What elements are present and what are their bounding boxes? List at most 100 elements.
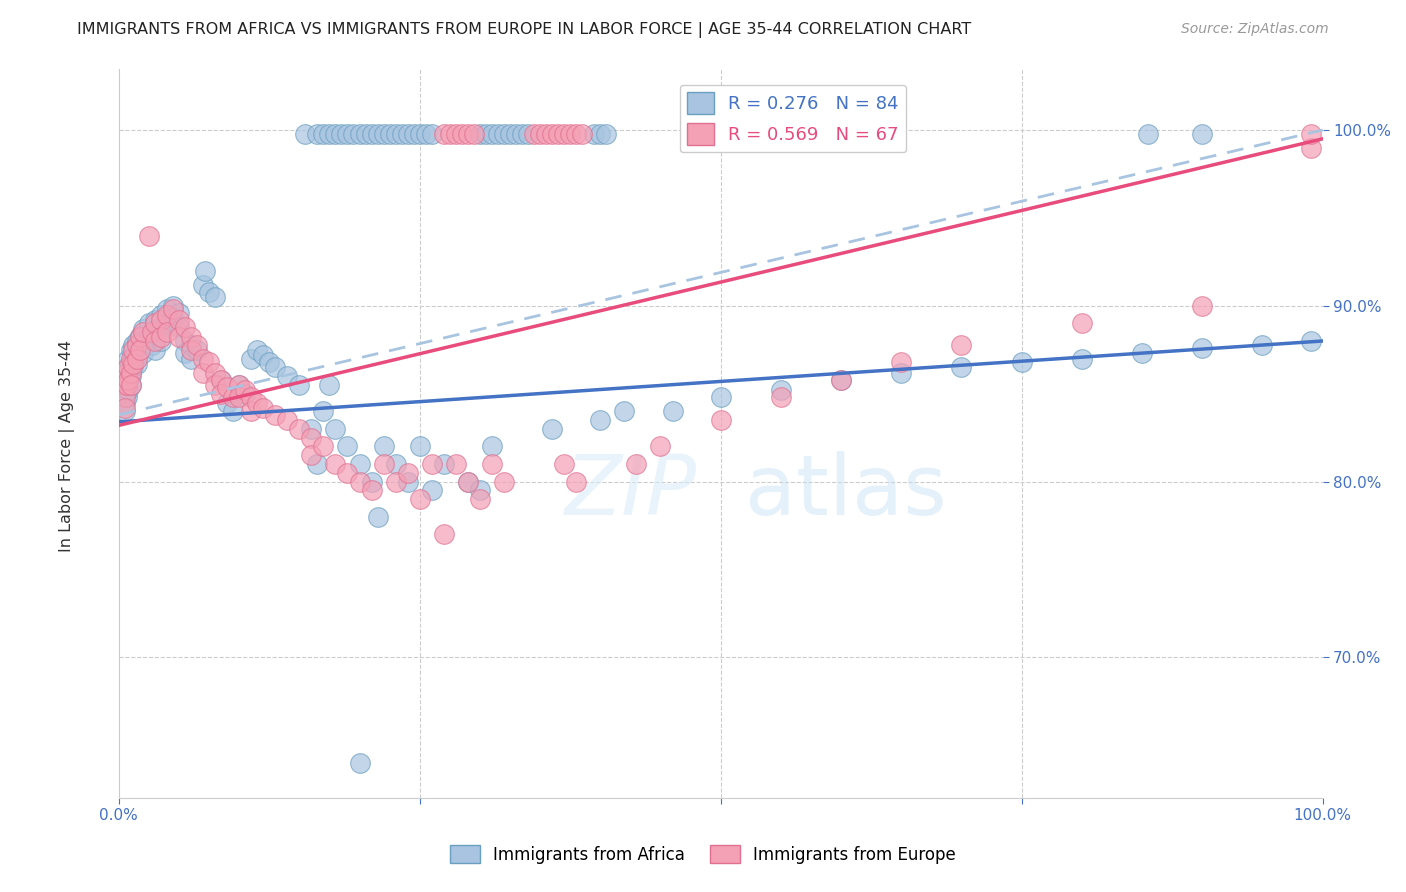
Point [138, 228, 160, 243]
Point [1191, 299, 1213, 313]
Point [186, 337, 208, 351]
Point [122, 351, 145, 366]
Point [1299, 334, 1322, 348]
Point [595, 127, 617, 141]
Point [710, 390, 733, 404]
Point [209, 373, 232, 387]
Point [125, 357, 148, 371]
Point [204, 378, 226, 392]
Point [661, 404, 683, 418]
Point [191, 366, 214, 380]
Point [233, 386, 256, 401]
Point [710, 413, 733, 427]
Point [180, 343, 202, 357]
Point [115, 390, 138, 404]
Point [156, 317, 179, 331]
Point [367, 509, 389, 524]
Point [122, 357, 145, 371]
Point [132, 334, 155, 348]
Point [475, 127, 498, 141]
Point [204, 366, 226, 380]
Point [307, 127, 329, 141]
Point [122, 360, 145, 375]
Point [468, 127, 491, 141]
Point [325, 127, 347, 141]
Point [288, 422, 311, 436]
Point [547, 127, 569, 141]
Point [571, 127, 593, 141]
Point [312, 404, 335, 418]
Point [1299, 141, 1322, 155]
Point [299, 422, 322, 436]
Point [264, 360, 287, 375]
Point [149, 320, 172, 334]
Point [890, 366, 912, 380]
Point [541, 422, 564, 436]
Point [420, 457, 443, 471]
Point [120, 360, 142, 375]
Point [457, 475, 479, 489]
Point [129, 330, 152, 344]
Point [457, 475, 479, 489]
Point [409, 127, 432, 141]
Point [1011, 355, 1033, 369]
Point [288, 378, 311, 392]
Point [114, 378, 136, 392]
Point [830, 373, 852, 387]
Point [420, 127, 443, 141]
Point [367, 127, 389, 141]
Point [252, 401, 274, 415]
Point [523, 127, 546, 141]
Point [312, 440, 335, 454]
Point [194, 263, 217, 277]
Point [463, 127, 485, 141]
Point [384, 457, 406, 471]
Point [349, 475, 371, 489]
Point [299, 448, 322, 462]
Point [415, 127, 437, 141]
Point [129, 328, 152, 343]
Point [115, 378, 138, 392]
Point [583, 127, 606, 141]
Point [114, 401, 136, 415]
Point [439, 127, 461, 141]
Point [409, 440, 432, 454]
Point [129, 343, 152, 357]
Point [402, 127, 425, 141]
Point [613, 404, 636, 418]
Point [114, 369, 136, 384]
Point [468, 483, 491, 498]
Point [125, 337, 148, 351]
Text: atlas: atlas [745, 451, 946, 533]
Point [143, 334, 166, 348]
Point [141, 337, 163, 351]
Point [180, 337, 202, 351]
Point [174, 334, 197, 348]
Point [114, 390, 136, 404]
Point [433, 527, 456, 541]
Point [481, 127, 503, 141]
Point [114, 378, 136, 392]
Point [233, 383, 256, 397]
Point [125, 348, 148, 362]
Point [191, 277, 214, 292]
Point [117, 373, 139, 387]
Point [252, 348, 274, 362]
Point [589, 127, 612, 141]
Point [312, 127, 335, 141]
Point [117, 351, 139, 366]
Point [122, 337, 145, 351]
Point [409, 492, 432, 507]
Point [468, 492, 491, 507]
Point [626, 457, 648, 471]
Legend: Immigrants from Africa, Immigrants from Europe: Immigrants from Africa, Immigrants from … [443, 838, 963, 871]
Point [373, 127, 395, 141]
Point [115, 360, 138, 375]
Point [240, 390, 263, 404]
Point [143, 313, 166, 327]
Point [125, 334, 148, 348]
Point [115, 378, 138, 392]
Point [222, 390, 245, 404]
Point [534, 127, 557, 141]
Point [120, 378, 142, 392]
